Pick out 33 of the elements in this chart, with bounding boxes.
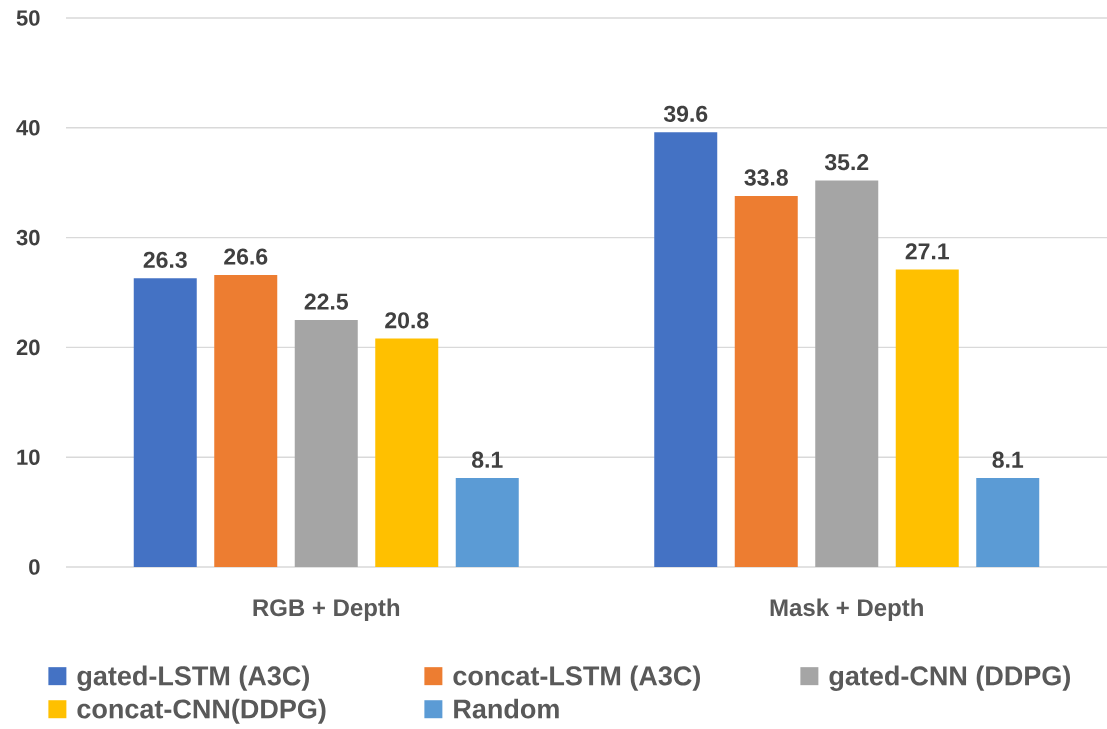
bar: [455, 478, 519, 567]
bar: [976, 478, 1040, 567]
data-label: 26.6: [224, 248, 268, 265]
data-label: 8.1: [472, 451, 503, 468]
y-tick-label: 40: [16, 120, 40, 136]
legend-label: Random: [454, 698, 559, 719]
y-tick-label: 0: [29, 559, 40, 575]
y-tick-label: 10: [17, 449, 40, 465]
bar: [815, 180, 879, 567]
legend-label: gated-LSTM (A3C): [77, 665, 309, 691]
data-label: 35.2: [824, 153, 869, 171]
y-tick-label: 20: [16, 339, 40, 356]
bar: [375, 338, 439, 567]
data-label: 22.5: [304, 293, 348, 310]
legend-label: gated-CNN (DDPG): [829, 665, 1070, 691]
data-label: 27.1: [905, 243, 949, 260]
bar: [734, 195, 798, 567]
data-label: 26.3: [143, 251, 187, 269]
data-label: 33.8: [744, 169, 788, 186]
bar: [895, 269, 959, 567]
y-tick-label: 50: [16, 10, 40, 26]
data-label: 8.1: [992, 451, 1024, 468]
x-tick-label: Mask + Depth: [770, 598, 923, 621]
y-tick-label: 30: [16, 229, 40, 246]
bar: [214, 274, 278, 567]
legend-label: concat-LSTM (A3C): [453, 665, 701, 691]
bar: [133, 278, 197, 567]
legend-label: concat-CNN(DDPG): [77, 698, 326, 724]
data-label: 39.6: [663, 105, 708, 122]
x-tick-label: RGB + Depth: [253, 598, 400, 621]
bar: [294, 319, 358, 567]
data-label: 20.8: [385, 312, 429, 329]
bar: [654, 132, 718, 567]
